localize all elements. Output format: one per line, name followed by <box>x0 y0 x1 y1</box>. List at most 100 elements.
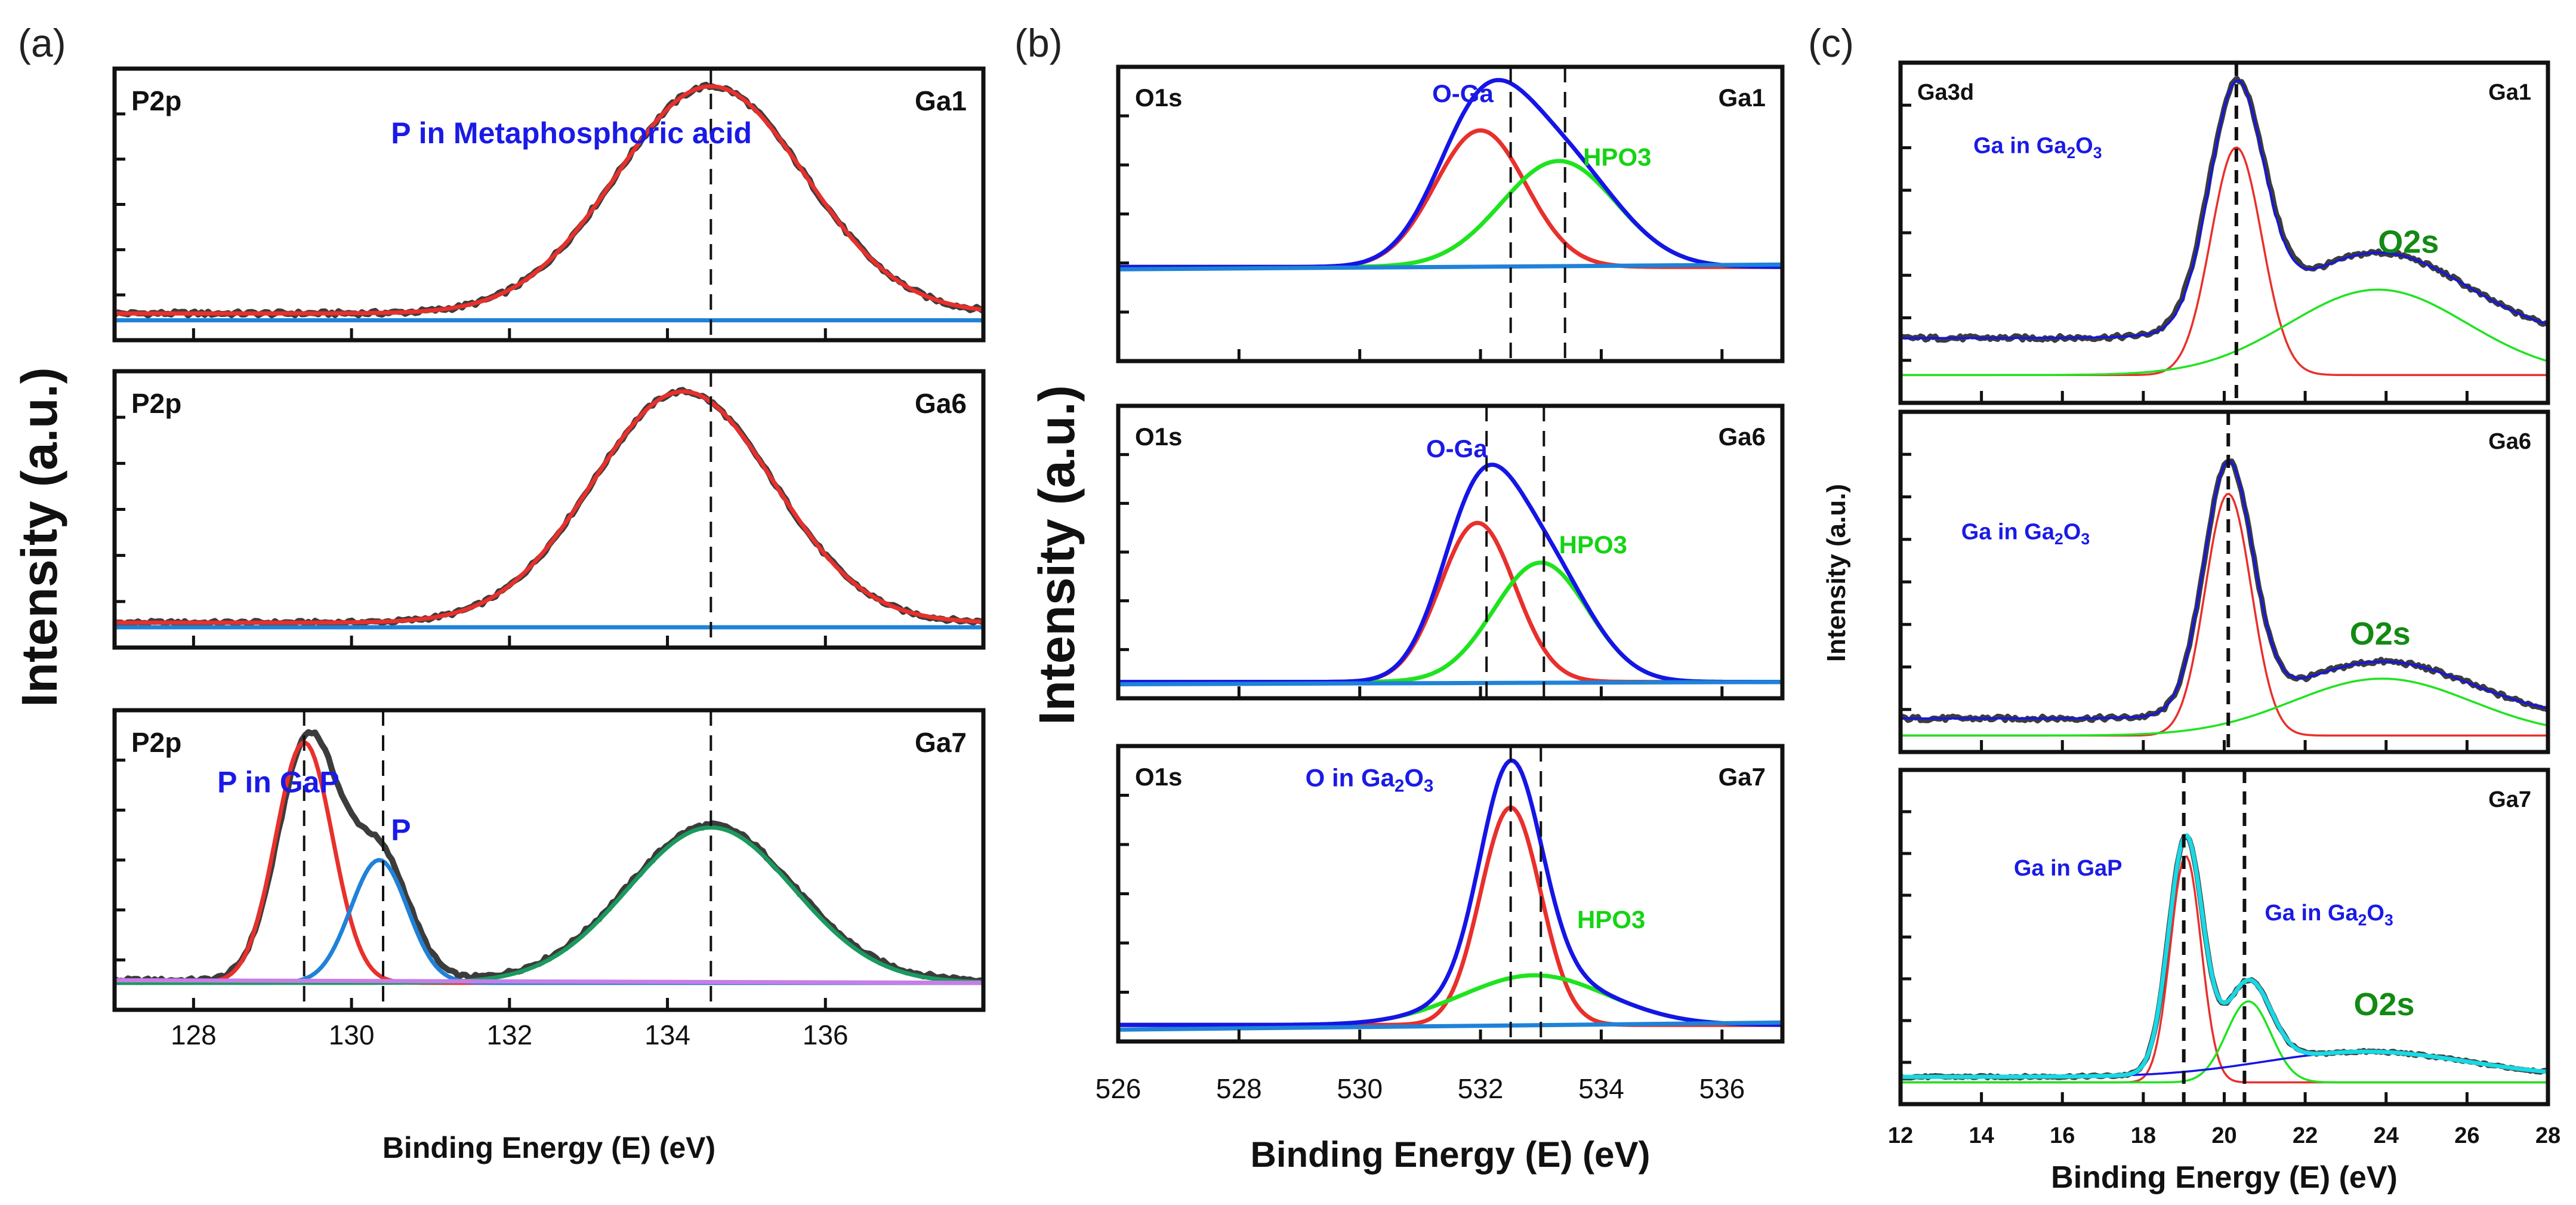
plot-area <box>1901 75 2548 377</box>
x-tick-label: 134 <box>644 1019 690 1050</box>
plot-frame <box>1898 768 2550 1107</box>
sample-label: Ga1 <box>2488 80 2531 105</box>
subplot-ga6: P2p Ga6 <box>112 369 986 650</box>
x-tick-label: 534 <box>1578 1073 1624 1104</box>
subplot-ga7: Ga7 Ga in GaP Ga in Ga2O3 O2s <box>1898 768 2550 1107</box>
fit-series-red <box>1901 855 2548 1084</box>
plot-frame <box>1116 64 1785 363</box>
x-tick-label: 536 <box>1699 1073 1745 1104</box>
baseline-series <box>115 978 983 985</box>
plot-area <box>115 81 983 323</box>
fit-series-green <box>1901 1000 2548 1084</box>
annotation-label: P <box>391 813 411 846</box>
x-tick-label: 128 <box>171 1019 217 1050</box>
plot-frame <box>112 708 986 1012</box>
x-tick-label: 14 <box>1969 1123 1994 1148</box>
x-tick-label: 22 <box>2293 1123 2318 1148</box>
fit-series-red <box>115 389 983 625</box>
subplot-ga1: Ga3d Ga1 Ga in Ga2O3 O2s <box>1898 60 2550 405</box>
element-label: O1s <box>1135 84 1182 112</box>
plot-area <box>1118 78 1782 272</box>
x-tick-label: 532 <box>1458 1073 1504 1104</box>
fit-series-blue <box>1901 460 2548 720</box>
x-tick-label: 136 <box>803 1019 849 1050</box>
sample-label: Ga7 <box>1719 763 1766 791</box>
annotation-label: Ga in Ga2O3 <box>2265 901 2393 929</box>
panel-b: (b) O1s Ga1 O-Ga HPO3 O1s Ga6 O-Ga HPO3 O1s Ga7 O i… <box>1014 21 1785 1175</box>
fit-series-green <box>1901 288 2548 377</box>
annotation-label: HPO3 <box>1583 143 1651 171</box>
x-tick-label: 528 <box>1216 1073 1262 1104</box>
sample-label: Ga6 <box>915 388 967 419</box>
sample-label: Ga1 <box>1719 84 1766 112</box>
annotation-label: P in GaP <box>217 766 340 799</box>
baseline-series <box>1118 1020 1782 1032</box>
sample-label: Ga7 <box>2488 787 2531 812</box>
plot-frame <box>112 369 986 650</box>
element-label: O1s <box>1135 423 1182 451</box>
y-axis-title: Intensity (a.u.) <box>11 367 67 707</box>
x-axis-title: Binding Energy (E) (eV) <box>1250 1135 1650 1175</box>
fit-series-red <box>115 84 983 316</box>
element-label: P2p <box>131 388 181 419</box>
fit-series-blue <box>1901 79 2548 340</box>
element-label: P2p <box>131 85 181 116</box>
fit-series-green <box>1118 159 1782 269</box>
fit-series-red <box>1118 805 1782 1027</box>
subplot-ga6: Ga6 Ga in Ga2O3 O2s <box>1898 409 2550 754</box>
sample-label: Ga6 <box>1719 423 1766 451</box>
x-tick-label: 12 <box>1888 1123 1913 1148</box>
fit-series-blue <box>1118 78 1782 269</box>
subplot-ga1: O1s Ga1 O-Ga HPO3 <box>1116 64 1785 363</box>
subplot-ga7: P2p Ga7 P in GaP P <box>112 708 986 1012</box>
plot-area <box>1901 833 2548 1084</box>
annotation-label: O-Ga <box>1426 434 1488 463</box>
sample-label: Ga1 <box>915 85 967 116</box>
element-label: Ga3d <box>1917 80 1974 105</box>
x-tick-label: 530 <box>1337 1073 1383 1104</box>
plot-area <box>115 387 983 630</box>
x-axis-title: Binding Energy (E) (eV) <box>2051 1160 2398 1195</box>
subplot-ga6: O1s Ga6 O-Ga HPO3 <box>1116 403 1785 701</box>
data-series <box>1901 458 2548 724</box>
annotation-label: HPO3 <box>1559 531 1627 559</box>
fit-series-green <box>1118 560 1782 685</box>
x-tick-label: 526 <box>1096 1073 1142 1104</box>
x-tick-label: 16 <box>2050 1123 2075 1148</box>
annotation-label: HPO3 <box>1577 905 1645 933</box>
fit-series-red <box>1118 128 1782 269</box>
fit-series-baseline <box>115 858 983 985</box>
plot-frame <box>112 66 986 343</box>
plot-area <box>1901 458 2548 737</box>
sample-label: Ga7 <box>915 727 967 758</box>
annotation-label: O2s <box>2354 987 2415 1022</box>
panel-label: (c) <box>1808 21 1854 65</box>
x-tick-label: 24 <box>2374 1123 2399 1148</box>
annotation-label: Ga in Ga2O3 <box>1973 134 2102 162</box>
data-series <box>1901 833 2548 1081</box>
panel-label: (b) <box>1014 21 1063 65</box>
data-series <box>115 387 983 628</box>
panel-c: (c) Ga3d Ga1 Ga in Ga2O3 O2s Ga6 Ga in Ga2O3 O2… <box>1808 21 2560 1195</box>
baseline-series <box>1118 262 1782 272</box>
baseline-series <box>1118 680 1782 686</box>
x-axis-title: Binding Energy (E) (eV) <box>382 1131 715 1164</box>
plot-area <box>1118 758 1782 1032</box>
x-tick-label: 130 <box>329 1019 375 1050</box>
element-label: P2p <box>131 727 181 758</box>
subplot-ga1: P2p Ga1 P in Metaphosphoric acid <box>112 66 986 343</box>
annotation-label: Ga in Ga2O3 <box>1961 519 2090 547</box>
plot-area <box>115 729 983 985</box>
x-tick-label: 26 <box>2454 1123 2479 1148</box>
x-tick-label: 18 <box>2131 1123 2156 1148</box>
fit-series-blue <box>1118 758 1782 1027</box>
annotation-label: O-Ga <box>1432 79 1494 107</box>
y-axis-title: Intensity (a.u.) <box>1822 484 1851 662</box>
fit-series-green <box>1901 677 2548 737</box>
sample-label: Ga6 <box>2488 429 2531 454</box>
annotation-label: O2s <box>2378 224 2439 260</box>
plot-area <box>1118 463 1782 686</box>
annotation-label: Ga in GaP <box>2014 856 2122 881</box>
